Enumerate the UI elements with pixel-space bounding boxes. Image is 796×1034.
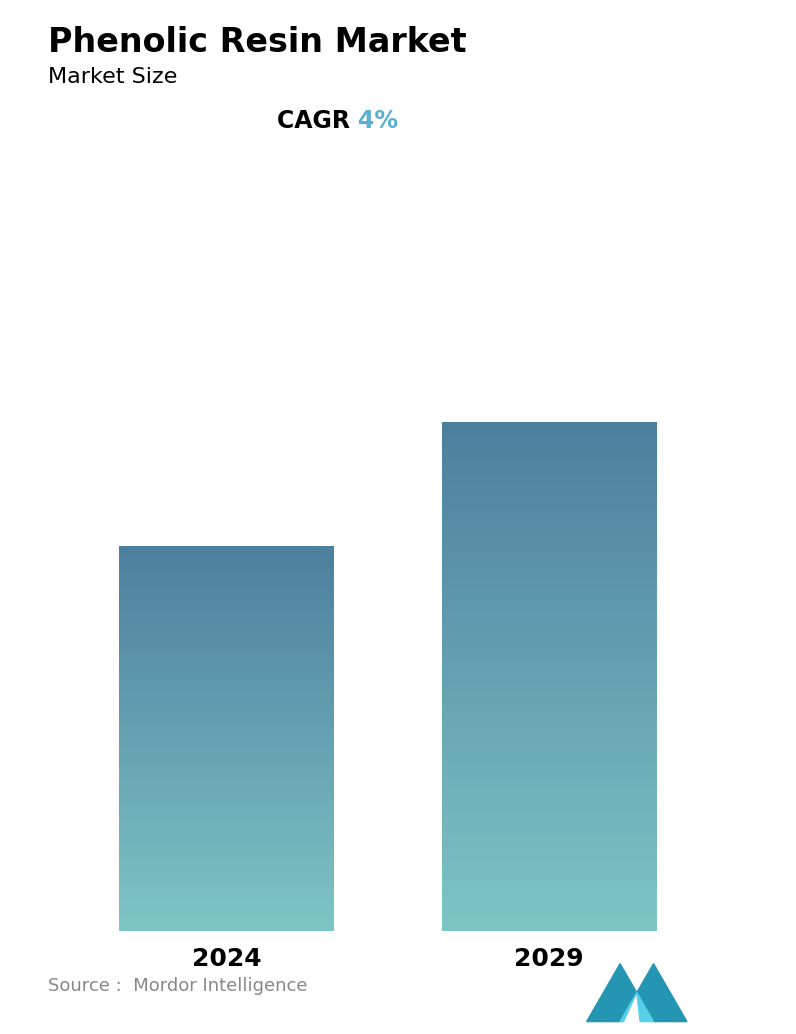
- Text: 4%: 4%: [358, 109, 398, 132]
- Polygon shape: [587, 964, 637, 1022]
- Text: CAGR: CAGR: [277, 109, 358, 132]
- Text: Phenolic Resin Market: Phenolic Resin Market: [48, 26, 466, 59]
- Polygon shape: [620, 993, 637, 1022]
- Text: Source :  Mordor Intelligence: Source : Mordor Intelligence: [48, 977, 307, 995]
- Text: Market Size: Market Size: [48, 67, 178, 87]
- Polygon shape: [637, 993, 654, 1022]
- Polygon shape: [637, 964, 687, 1022]
